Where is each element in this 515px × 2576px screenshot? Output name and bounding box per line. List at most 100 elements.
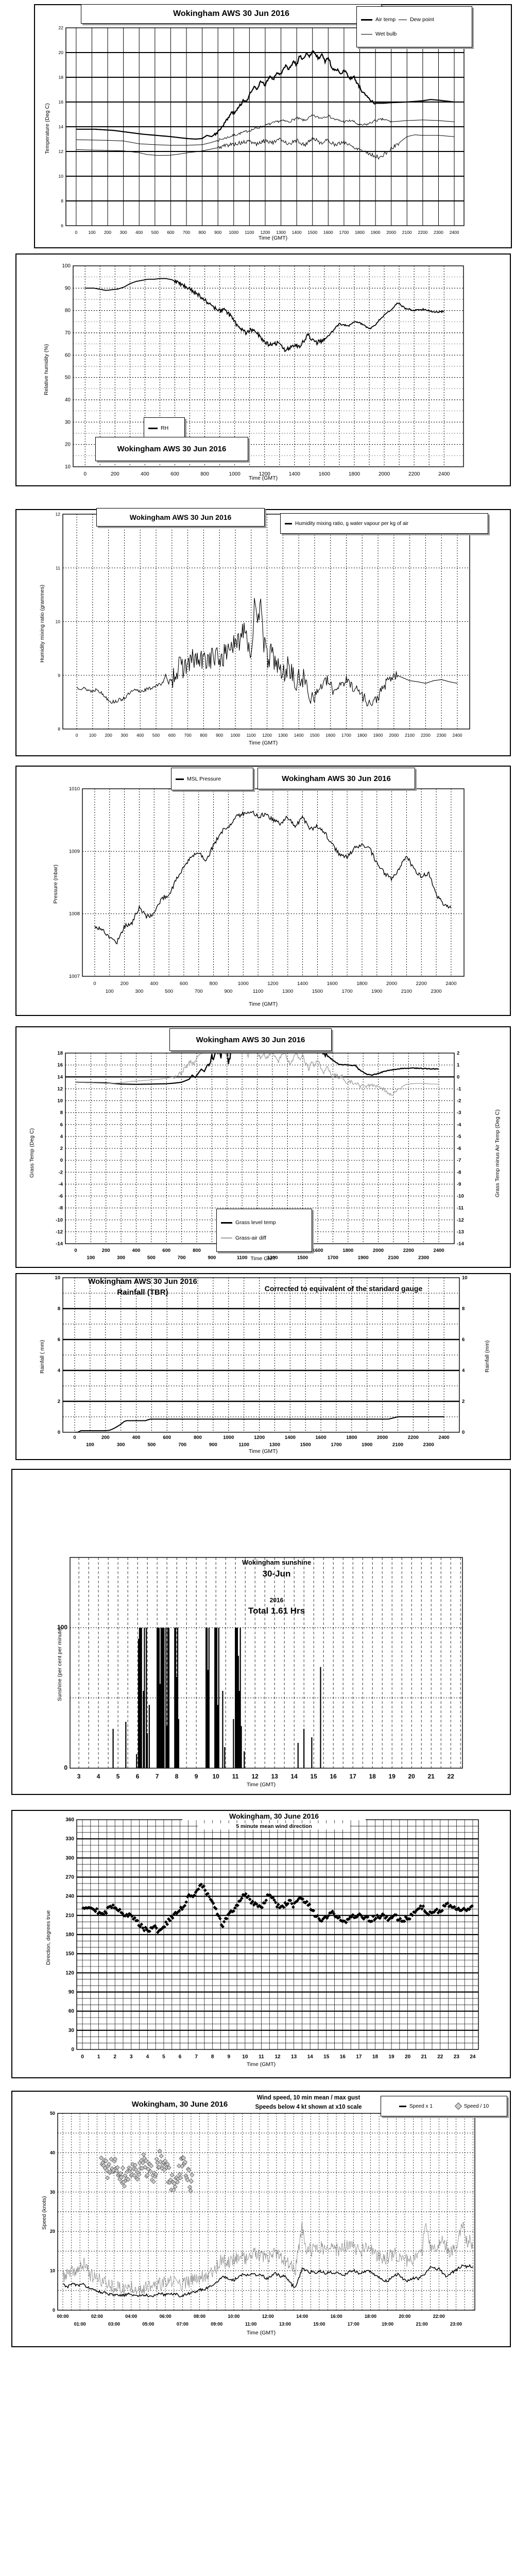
svg-text:2200: 2200 bbox=[408, 1435, 419, 1440]
svg-text:2200: 2200 bbox=[418, 230, 427, 235]
svg-text:400: 400 bbox=[132, 1248, 141, 1253]
svg-text:1000: 1000 bbox=[229, 230, 238, 235]
svg-text:14: 14 bbox=[57, 1074, 63, 1080]
sunshine-plot-canvas: 0 100 3 4 5 6 7 8 9 10 11 12 13 14 15 16 17 18 19 20 21 22 bbox=[57, 1557, 463, 1780]
svg-text:2: 2 bbox=[457, 1050, 459, 1056]
chart-sunshine: 0 100 3 4 5 6 7 8 9 10 11 12 13 14 15 16 17 18 19 20 21 22 Wo… bbox=[11, 1469, 511, 1795]
svg-text:1500: 1500 bbox=[300, 1442, 311, 1448]
legend-label-air-temp: Air temp bbox=[375, 16, 396, 23]
chart-title: Wokingham AWS 30 Jun 2016 bbox=[117, 445, 227, 453]
svg-text:-4: -4 bbox=[59, 1181, 63, 1187]
svg-text:700: 700 bbox=[184, 733, 192, 738]
svg-text:600: 600 bbox=[163, 1435, 171, 1440]
svg-text:30: 30 bbox=[50, 2190, 55, 2195]
svg-text:0: 0 bbox=[462, 1430, 465, 1435]
svg-text:0: 0 bbox=[81, 2054, 84, 2060]
svg-text:22: 22 bbox=[448, 1773, 455, 1780]
sunshine-title-line2: 30-Jun bbox=[262, 1569, 291, 1579]
y-axis-label: Temperature (Deg C) bbox=[44, 103, 50, 154]
svg-text:1000: 1000 bbox=[231, 733, 241, 738]
svg-text:200: 200 bbox=[105, 733, 112, 738]
svg-text:240: 240 bbox=[65, 1894, 74, 1900]
svg-text:80: 80 bbox=[65, 308, 71, 314]
svg-text:1700: 1700 bbox=[331, 1442, 341, 1448]
svg-text:1500: 1500 bbox=[312, 989, 323, 994]
legend: RH bbox=[144, 417, 185, 439]
svg-text:1300: 1300 bbox=[278, 733, 288, 738]
legend: Humidity mixing ratio, g water vapour pe… bbox=[280, 513, 488, 534]
svg-text:8: 8 bbox=[175, 1773, 179, 1780]
svg-text:1900: 1900 bbox=[373, 733, 383, 738]
svg-text:30: 30 bbox=[65, 419, 71, 425]
svg-text:11: 11 bbox=[259, 2054, 264, 2060]
air-temp-line-swatch bbox=[361, 19, 372, 21]
svg-text:00:00: 00:00 bbox=[57, 2314, 68, 2319]
legend-label-pressure: MSL Pressure bbox=[187, 776, 221, 782]
chart-title-line2: Rainfall (TBR) bbox=[117, 1288, 168, 1297]
svg-text:16: 16 bbox=[340, 2054, 346, 2060]
svg-text:2200: 2200 bbox=[408, 471, 420, 477]
svg-text:17: 17 bbox=[356, 2054, 362, 2060]
y-axis-label: Humidity mixing ratio (grammes) bbox=[39, 584, 45, 663]
svg-text:360: 360 bbox=[65, 1817, 74, 1823]
svg-text:50: 50 bbox=[50, 2111, 55, 2116]
svg-text:19:00: 19:00 bbox=[382, 2321, 393, 2327]
svg-text:9: 9 bbox=[195, 1773, 198, 1780]
svg-text:100: 100 bbox=[86, 1442, 94, 1448]
svg-text:21:00: 21:00 bbox=[416, 2321, 428, 2327]
svg-text:0: 0 bbox=[71, 2047, 74, 2053]
svg-text:4: 4 bbox=[146, 2054, 149, 2060]
svg-text:02:00: 02:00 bbox=[91, 2314, 103, 2319]
x-axis-label: Time (GMT) bbox=[258, 235, 288, 241]
chart-title-box: Wokingham AWS 30 Jun 2016 bbox=[81, 4, 382, 24]
svg-text:2: 2 bbox=[60, 1146, 63, 1151]
svg-text:4: 4 bbox=[462, 1368, 465, 1374]
svg-text:2400: 2400 bbox=[438, 471, 450, 477]
svg-text:2200: 2200 bbox=[403, 1248, 414, 1253]
svg-text:10: 10 bbox=[59, 174, 64, 179]
svg-text:-8: -8 bbox=[457, 1170, 461, 1175]
svg-text:0: 0 bbox=[73, 1435, 76, 1440]
svg-text:1800: 1800 bbox=[355, 230, 365, 235]
svg-text:40: 40 bbox=[65, 397, 71, 403]
svg-text:1008: 1008 bbox=[69, 911, 80, 917]
svg-text:17:00: 17:00 bbox=[348, 2321, 359, 2327]
sunshine-title-line3: 2016 bbox=[269, 1597, 284, 1604]
svg-text:-10: -10 bbox=[56, 1217, 63, 1223]
svg-text:800: 800 bbox=[193, 1248, 201, 1253]
svg-text:23:00: 23:00 bbox=[450, 2321, 462, 2327]
svg-text:20: 20 bbox=[59, 50, 64, 55]
svg-text:600: 600 bbox=[180, 981, 188, 987]
svg-text:90: 90 bbox=[68, 1990, 75, 1995]
svg-text:900: 900 bbox=[208, 1255, 216, 1261]
svg-text:1100: 1100 bbox=[245, 230, 254, 235]
svg-text:12: 12 bbox=[56, 512, 61, 517]
svg-text:1200: 1200 bbox=[259, 471, 271, 477]
svg-text:2400: 2400 bbox=[433, 1248, 444, 1253]
x-axis-label: Time (GMT) bbox=[248, 1448, 278, 1454]
svg-text:21: 21 bbox=[421, 2054, 427, 2060]
svg-text:18: 18 bbox=[59, 75, 64, 80]
svg-text:22: 22 bbox=[437, 2054, 443, 2060]
svg-text:100: 100 bbox=[62, 263, 71, 269]
svg-text:1300: 1300 bbox=[282, 989, 293, 994]
chart-note: Corrected to equivalent of the standard … bbox=[264, 1284, 423, 1293]
svg-text:1800: 1800 bbox=[349, 471, 360, 477]
svg-text:-14: -14 bbox=[56, 1241, 63, 1247]
svg-text:6: 6 bbox=[60, 1122, 63, 1128]
svg-text:16: 16 bbox=[330, 1773, 337, 1780]
svg-text:19: 19 bbox=[389, 1773, 396, 1780]
svg-text:200: 200 bbox=[102, 1248, 110, 1253]
svg-text:10:00: 10:00 bbox=[228, 2314, 239, 2319]
svg-text:1100: 1100 bbox=[247, 733, 256, 738]
svg-text:1700: 1700 bbox=[341, 733, 351, 738]
svg-text:2: 2 bbox=[58, 1399, 60, 1404]
svg-text:1900: 1900 bbox=[362, 1442, 372, 1448]
svg-text:5: 5 bbox=[162, 2054, 165, 2060]
svg-text:1900: 1900 bbox=[371, 989, 382, 994]
svg-text:2300: 2300 bbox=[418, 1255, 429, 1261]
svg-text:8: 8 bbox=[61, 198, 63, 204]
svg-text:4: 4 bbox=[97, 1773, 100, 1780]
speed-line-swatch bbox=[399, 2105, 406, 2107]
